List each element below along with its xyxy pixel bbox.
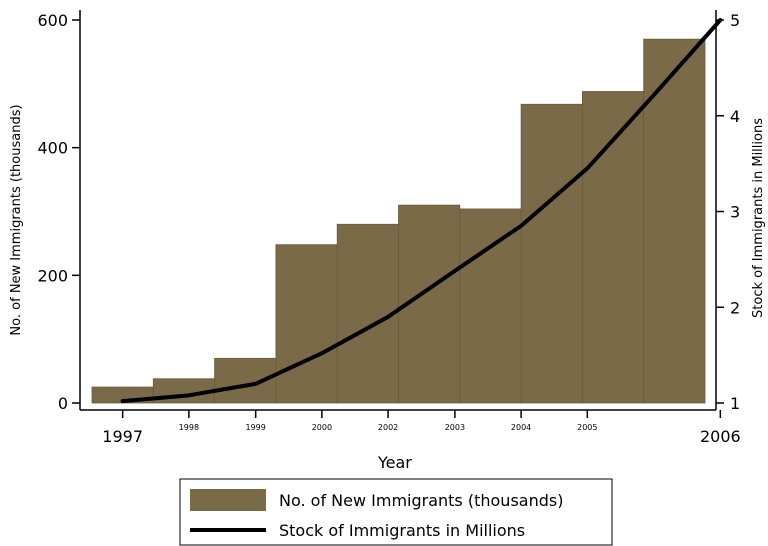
- x-tick-label: 2004: [511, 423, 531, 432]
- x-tick-label: 2005: [577, 423, 597, 432]
- y-axis-title-left: No. of New Immigrants (thousands): [9, 104, 24, 335]
- y-tick-label-left: 400: [37, 139, 68, 158]
- y-tick-label-right: 2: [730, 298, 740, 317]
- x-tick-label: 2006: [700, 427, 741, 446]
- x-tick-label: 2000: [312, 423, 332, 432]
- bar: [520, 103, 583, 404]
- legend-label-line: Stock of Immigrants in Millions: [279, 521, 525, 540]
- y-tick-label-left: 600: [37, 11, 68, 30]
- x-axis-title: Year: [377, 453, 412, 472]
- bar: [275, 244, 338, 404]
- y-ticks-left: 0 200 400 600: [37, 11, 80, 413]
- y-ticks-right: 1 2 3 4 5: [716, 11, 740, 413]
- x-tick-label: 2002: [378, 423, 398, 432]
- legend-label-bars: No. of New Immigrants (thousands): [279, 491, 563, 510]
- bar: [336, 223, 399, 404]
- y-tick-label-right: 1: [730, 394, 740, 413]
- y-tick-label-right: 3: [730, 203, 740, 222]
- x-tick-label: 1999: [245, 423, 265, 432]
- y-axis-title-right: Stock of Immigrants in Millions: [751, 118, 766, 318]
- y-tick-label-right: 5: [730, 11, 740, 30]
- y-tick-label-left: 200: [37, 266, 68, 285]
- bar: [582, 91, 645, 404]
- x-tick-label: 2003: [445, 423, 465, 432]
- legend: No. of New Immigrants (thousands) Stock …: [179, 478, 613, 546]
- line-layer: [120, 18, 723, 404]
- bar: [643, 38, 706, 404]
- stock-line: [120, 18, 723, 404]
- x-ticks: 1997 1998 1999 2000 2002 2003 2004 2005 2006: [102, 410, 741, 446]
- legend-swatch-bars: [190, 489, 266, 511]
- bars-layer: [91, 38, 706, 404]
- bar: [459, 208, 522, 404]
- x-tick-label: 1997: [102, 427, 143, 446]
- x-tick-label: 1998: [179, 423, 199, 432]
- y-tick-label-left: 0: [58, 394, 68, 413]
- y-tick-label-right: 4: [730, 107, 740, 126]
